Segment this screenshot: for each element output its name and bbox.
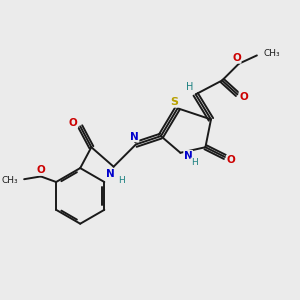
Text: O: O [226,155,236,165]
Text: N: N [184,151,193,160]
Text: N: N [130,132,139,142]
Text: O: O [232,53,241,63]
Text: N: N [106,169,115,179]
Text: O: O [69,118,78,128]
Text: O: O [37,165,45,175]
Text: H: H [191,158,198,167]
Text: CH₃: CH₃ [2,176,19,185]
Text: O: O [239,92,248,102]
Text: H: H [118,176,125,184]
Text: S: S [170,97,178,107]
Text: H: H [186,82,194,92]
Text: CH₃: CH₃ [263,49,280,58]
